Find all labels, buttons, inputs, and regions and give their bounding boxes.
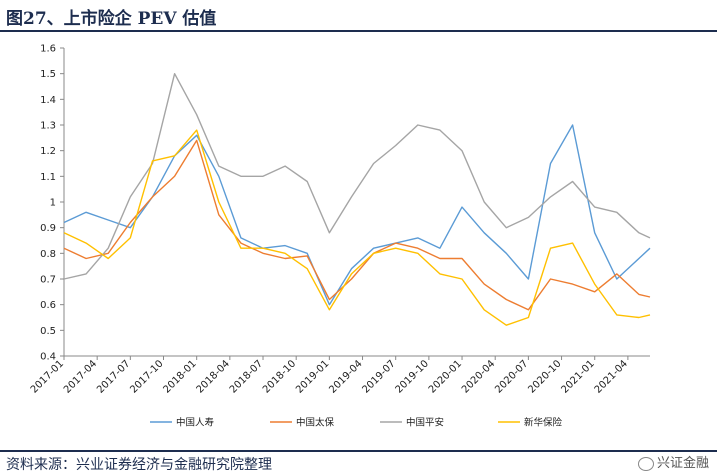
watermark: 兴证金融 <box>637 452 709 471</box>
y-tick-label: 1.2 <box>40 146 56 157</box>
y-tick-label: 1.4 <box>40 95 56 106</box>
y-tick-label: 1.6 <box>40 44 56 55</box>
series-line-4 <box>63 129 651 326</box>
wechat-icon <box>637 456 654 471</box>
y-tick-label: 0.6 <box>40 300 56 311</box>
x-tick-label: 2018-10 <box>261 358 298 395</box>
y-tick-label: 0.5 <box>40 326 56 337</box>
x-tick-label: 2021-01 <box>560 358 597 395</box>
legend-label: 中国平安 <box>406 417 444 429</box>
y-tick-label: 1.1 <box>40 172 56 183</box>
x-tick-label: 2020-01 <box>427 358 464 395</box>
x-tick-label: 2020-07 <box>493 358 530 395</box>
y-tick-label: 1.3 <box>40 121 56 132</box>
legend-label: 中国人寿 <box>176 417 214 429</box>
x-tick-label: 2019-04 <box>327 358 364 395</box>
y-tick-label: 1.5 <box>40 69 56 80</box>
series-line-3 <box>63 72 651 280</box>
title-rule <box>0 30 717 32</box>
x-tick-label: 2017-04 <box>62 358 99 395</box>
series-line-1 <box>63 124 651 306</box>
x-tick-label: 2017-10 <box>128 358 165 395</box>
x-tick-label: 2020-04 <box>460 358 497 395</box>
y-tick-label: 0.4 <box>40 352 56 363</box>
x-tick-label: 2018-01 <box>161 358 198 395</box>
series-line-2 <box>63 139 651 311</box>
x-tick-label: 2020-10 <box>526 358 563 395</box>
x-tick-label: 2019-10 <box>394 358 431 395</box>
watermark-text: 兴证金融 <box>656 456 709 471</box>
figure-title: 图27、上市险企 PEV 估值 <box>6 9 217 29</box>
x-tick-label: 2019-07 <box>360 358 397 395</box>
x-tick-label: 2018-04 <box>195 358 232 395</box>
x-tick-label: 2019-01 <box>294 358 331 395</box>
x-tick-label: 2018-07 <box>228 358 265 395</box>
x-tick-label: 2017-07 <box>95 358 132 395</box>
legend-label: 中国太保 <box>296 417 335 429</box>
legend-label: 新华保险 <box>524 417 563 429</box>
pev-line-chart: 0.4 0.5 0.6 0.7 0.8 0.9 1 1.1 1.2 1.3 1.4 1.5 1.6 201… <box>29 44 651 429</box>
y-tick-label: 0.7 <box>40 275 56 286</box>
footer-rule <box>0 450 717 452</box>
y-tick-label: 0.9 <box>40 223 56 234</box>
source-note: 资料来源：兴业证券经济与金融研究院整理 <box>6 457 272 473</box>
x-tick-label: 2017-01 <box>29 358 66 395</box>
x-tick-label: 2021-04 <box>593 358 630 395</box>
y-tick-label: 1 <box>50 198 56 209</box>
y-tick-label: 0.8 <box>40 249 56 260</box>
